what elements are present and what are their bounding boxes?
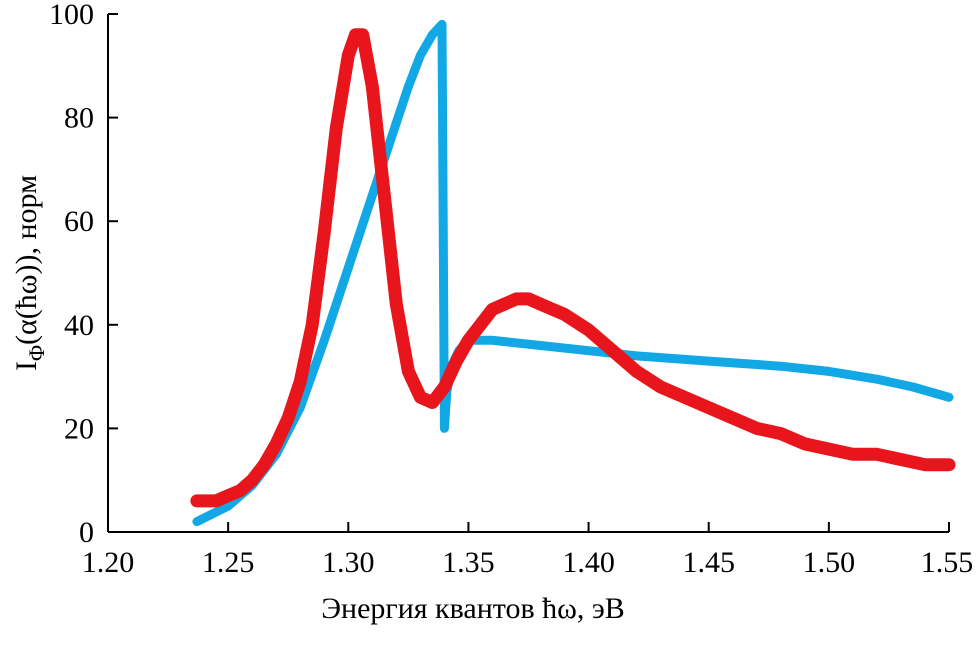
x-tick-label: 1.40 xyxy=(562,546,615,579)
y-tick-label: 100 xyxy=(49,0,94,31)
y-tick-label: 60 xyxy=(64,205,94,238)
y-tick-label: 80 xyxy=(64,102,94,135)
y-tick-label: 0 xyxy=(79,516,94,549)
series-line-blue xyxy=(192,19,954,527)
x-ticks: 1.20 1.25 1.30 1.35 1.40 1.45 1.50 1.55 xyxy=(82,522,974,579)
x-tick-label: 1.45 xyxy=(682,546,735,579)
y-axis-title-main: I xyxy=(10,361,43,371)
axes xyxy=(107,14,949,533)
y-axis-title: IΦ(α(ħω)), норм xyxy=(10,175,49,371)
x-tick-label: 1.50 xyxy=(803,546,856,579)
y-tick-label: 20 xyxy=(64,412,94,445)
y-axis-title-rest: (α(ħω)), норм xyxy=(10,175,43,345)
series-layer xyxy=(190,19,956,527)
x-axis-title: Энергия квантов ħω, эВ xyxy=(321,592,625,625)
y-tick-label: 40 xyxy=(64,309,94,342)
y-axis-title-sub: Φ xyxy=(24,345,49,361)
series-line-red xyxy=(190,28,956,508)
y-ticks: 0 20 40 60 80 100 xyxy=(49,0,118,549)
x-tick-label: 1.25 xyxy=(202,546,255,579)
x-tick-label: 1.20 xyxy=(82,546,135,579)
x-tick-label: 1.30 xyxy=(322,546,375,579)
x-tick-label: 1.35 xyxy=(442,546,495,579)
x-tick-label: 1.55 xyxy=(921,546,974,579)
